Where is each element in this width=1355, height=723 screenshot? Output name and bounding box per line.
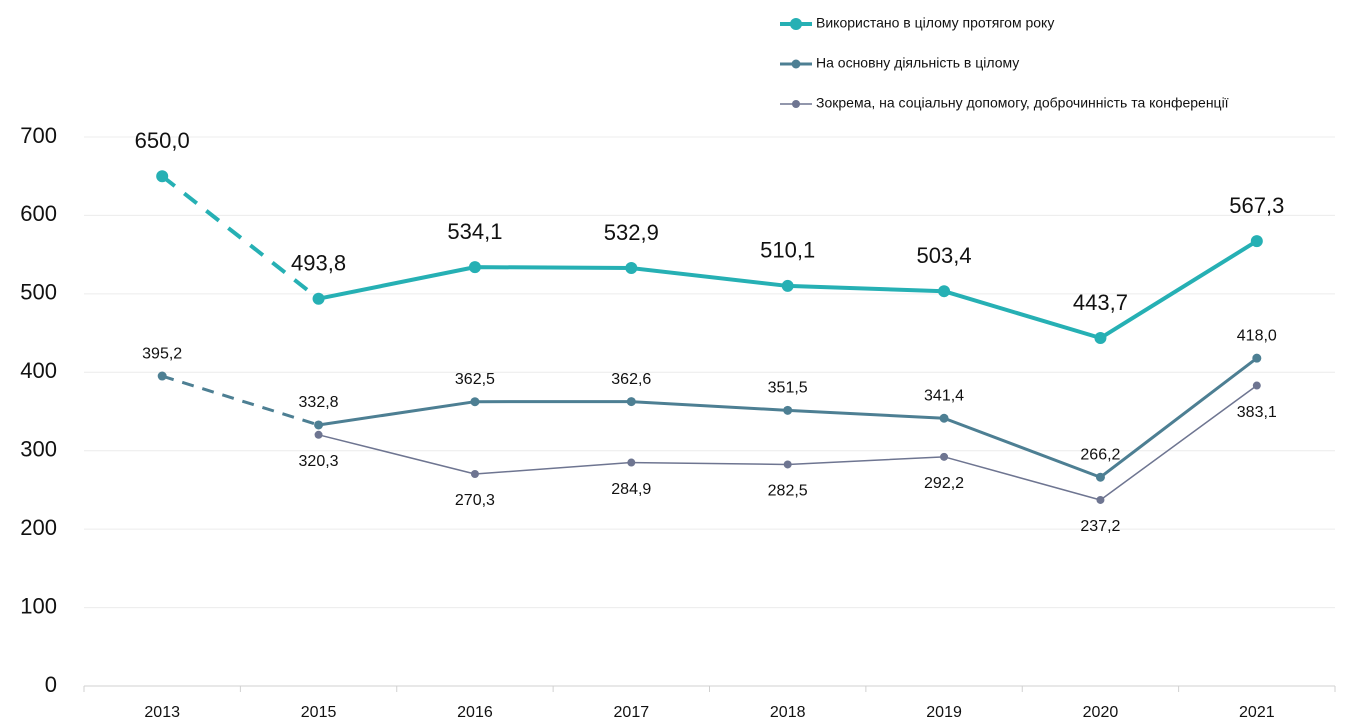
data-label: 567,3 [1229,193,1284,218]
x-tick-label: 2020 [1083,704,1119,721]
data-label: 650,0 [135,128,190,153]
data-label: 351,5 [768,380,808,397]
x-tick-label: 2021 [1239,704,1275,721]
data-label: 443,7 [1073,290,1128,315]
data-label: 284,9 [611,481,651,498]
data-label: 237,2 [1080,518,1120,535]
x-tick-label: 2019 [926,704,962,721]
data-label: 532,9 [604,220,659,245]
data-label: 332,8 [299,394,339,411]
marker [1094,332,1107,345]
y-tick-label: 400 [20,358,57,383]
y-tick-label: 200 [20,515,57,540]
marker [470,470,479,479]
data-label: 534,1 [447,219,502,244]
y-tick-label: 0 [45,672,57,697]
line-dashed [161,374,320,427]
data-label: 510,1 [760,238,815,263]
x-tick-label: 2018 [770,704,806,721]
x-tick-label: 2017 [614,704,650,721]
legend-label: На основну діяльність в цілому [816,55,1019,71]
line-dashed [160,174,320,301]
marker [156,170,169,183]
marker [314,420,324,430]
data-label: 383,1 [1237,404,1277,421]
marker [1096,495,1105,504]
y-tick-label: 600 [20,201,57,226]
marker [783,405,793,415]
data-label: 395,2 [142,345,182,362]
marker [626,397,636,407]
marker [938,285,951,298]
data-label: 493,8 [291,251,346,276]
x-tick-label: 2016 [457,704,493,721]
marker [783,460,792,469]
legend-label: Зокрема, на соціальну допомогу, доброчин… [816,95,1229,111]
x-tick-label: 2013 [144,704,180,721]
data-label: 362,6 [611,371,651,388]
marker [1095,472,1105,482]
marker [627,458,636,467]
marker [470,397,480,407]
legend-marker [791,59,801,69]
data-label: 282,5 [768,483,808,500]
marker [939,413,949,423]
y-tick-label: 100 [20,593,57,618]
y-tick-label: 300 [20,437,57,462]
data-label: 270,3 [455,492,495,509]
legend-marker [792,100,800,108]
y-tick-label: 500 [20,280,57,305]
marker [625,262,638,275]
data-label: 341,4 [924,387,964,404]
data-label: 320,3 [299,453,339,470]
marker [1252,353,1262,363]
marker [468,261,481,274]
data-label: 418,0 [1237,327,1277,344]
legend-marker [790,18,802,30]
marker [312,292,325,305]
data-label: 266,2 [1080,446,1120,463]
data-label: 503,4 [917,243,972,268]
x-tick-label: 2015 [301,704,337,721]
marker [314,430,323,439]
marker [157,371,167,381]
marker [1252,381,1261,390]
y-tick-label: 700 [20,123,57,148]
legend-label: Використано в цілому протягом року [816,15,1054,31]
marker [781,279,794,292]
marker [1250,235,1263,248]
data-label: 292,2 [924,475,964,492]
data-label: 362,5 [455,371,495,388]
marker [940,452,949,461]
